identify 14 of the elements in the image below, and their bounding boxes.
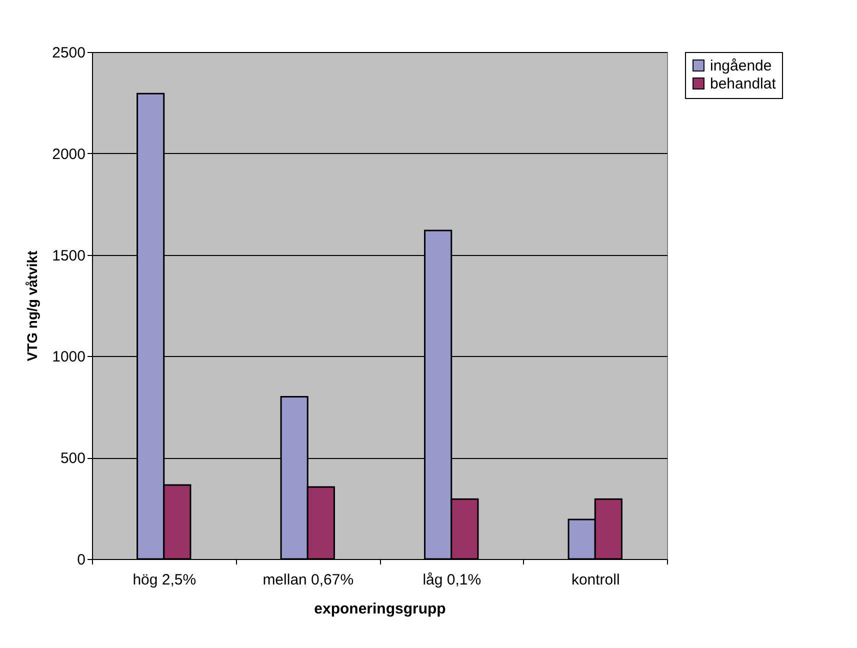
x-tick-label: mellan 0,67% xyxy=(262,572,354,588)
y-tick-label: 0 xyxy=(77,552,86,568)
x-tick-label: låg 0,1% xyxy=(422,572,482,588)
x-axis-title: exponeringsgrupp xyxy=(314,600,446,618)
y-tick-label: 500 xyxy=(60,450,86,468)
x-tick-label: hög 2,5% xyxy=(132,572,196,588)
legend-label: behandlat xyxy=(710,76,777,92)
y-tick-label: 1500 xyxy=(52,247,86,264)
y-tick-label: 1000 xyxy=(52,348,86,366)
y-axis-title: VTG ng/g våtvikt xyxy=(24,250,40,362)
y-tick-label: 2500 xyxy=(52,44,86,62)
x-tick-label: kontroll xyxy=(571,572,620,588)
y-tick-label: 2000 xyxy=(52,146,86,163)
legend-label: ingående xyxy=(710,58,772,74)
